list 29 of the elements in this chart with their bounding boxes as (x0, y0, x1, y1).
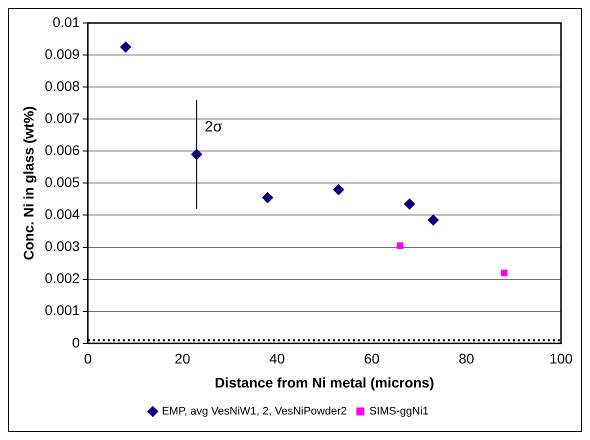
y-tick-label: 0.01 (52, 14, 80, 30)
point (333, 184, 344, 196)
y-axis-title: Conc. Ni in glass (wt%) (20, 106, 36, 260)
x-tick-label: 40 (269, 350, 286, 367)
y-tick-label: 0.001 (44, 302, 80, 318)
point (120, 42, 132, 53)
point (262, 192, 274, 204)
y-tick-label: 0.007 (44, 110, 80, 126)
x-tick-label: 100 (549, 350, 573, 367)
y-tick-label: 0.003 (44, 238, 80, 254)
x-tick-label: 20 (174, 350, 190, 367)
y-tick-label: 0.005 (44, 174, 80, 190)
point (404, 198, 416, 210)
y-tick-label: 0.004 (44, 206, 80, 222)
x-tick-label: 0 (84, 350, 92, 367)
y-tick-label: 0.008 (44, 78, 80, 94)
y-tick-label: 0.006 (44, 142, 80, 158)
y-tick-label: 0 (72, 334, 80, 350)
y-tick-label: 0.009 (44, 46, 80, 62)
x-tick-label: 60 (364, 350, 380, 367)
x-tick-label: 80 (458, 350, 474, 367)
y-tick-label: 0.002 (44, 270, 80, 286)
point (428, 214, 439, 226)
point (500, 270, 508, 276)
legend-label: EMP, avg VesNiW1, 2, VesNiPowder2 (162, 406, 347, 418)
legend-label: SIMS-ggNi1 (369, 406, 429, 418)
annotation: 2σ (204, 118, 224, 136)
point (396, 242, 404, 250)
x-axis-title: Distance from Ni metal (microns) (214, 374, 434, 390)
